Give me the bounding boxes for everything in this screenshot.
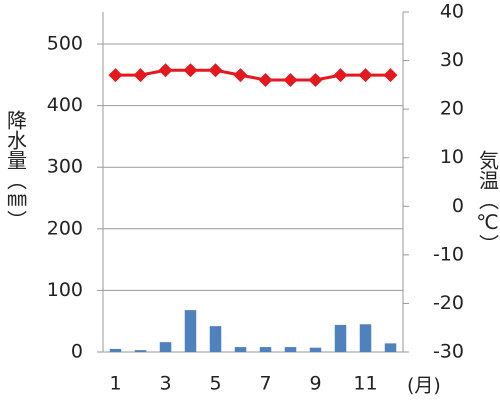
y2-tick-label: -10 <box>433 243 464 265</box>
x-tick-label: 1 <box>109 373 121 395</box>
y-tick-label: 300 <box>47 156 83 178</box>
bar <box>134 350 147 352</box>
y2-tick-label: -20 <box>433 292 464 314</box>
y-tick-label: 200 <box>47 217 83 239</box>
y-tick-label: 400 <box>47 94 83 116</box>
bar <box>334 324 347 352</box>
x-tick-label: 7 <box>259 373 271 395</box>
marker <box>158 63 173 78</box>
marker <box>183 63 198 78</box>
bar <box>184 310 197 352</box>
marker <box>208 63 223 78</box>
y2-tick-label: 0 <box>452 195 464 217</box>
marker <box>258 73 273 87</box>
bar <box>384 343 397 352</box>
marker <box>358 68 373 83</box>
bar <box>309 347 322 352</box>
marker <box>233 68 248 83</box>
marker <box>133 68 148 83</box>
bar <box>284 347 297 352</box>
x-axis-title: (月) <box>407 375 441 397</box>
marker <box>383 68 398 83</box>
y2-tick-label: 30 <box>440 49 464 71</box>
bar <box>209 326 222 352</box>
bar <box>259 347 272 352</box>
y-axis-title: 降水量（㎜） <box>4 110 28 230</box>
y2-tick-label: 10 <box>440 146 464 168</box>
marker <box>333 68 348 83</box>
x-tick-label: 9 <box>309 373 321 395</box>
y-tick-label: 0 <box>71 341 83 363</box>
y2-tick-label: 40 <box>440 1 464 23</box>
bar <box>109 348 122 352</box>
x-tick-label: 3 <box>159 373 171 395</box>
y-tick-label: 500 <box>47 33 83 55</box>
line <box>115 68 391 82</box>
x-tick-label: 11 <box>353 373 377 395</box>
bar <box>159 342 172 352</box>
bar <box>234 347 247 352</box>
y2-tick-label: 20 <box>440 98 464 120</box>
y2-tick-label: -30 <box>433 341 464 363</box>
x-tick-label: 5 <box>209 373 221 395</box>
marker <box>108 68 123 83</box>
marker <box>308 73 323 87</box>
bar <box>359 324 372 352</box>
marker <box>283 73 298 87</box>
y2-axis-title: 気温（℃） <box>476 150 500 254</box>
y-tick-label: 100 <box>47 279 83 301</box>
